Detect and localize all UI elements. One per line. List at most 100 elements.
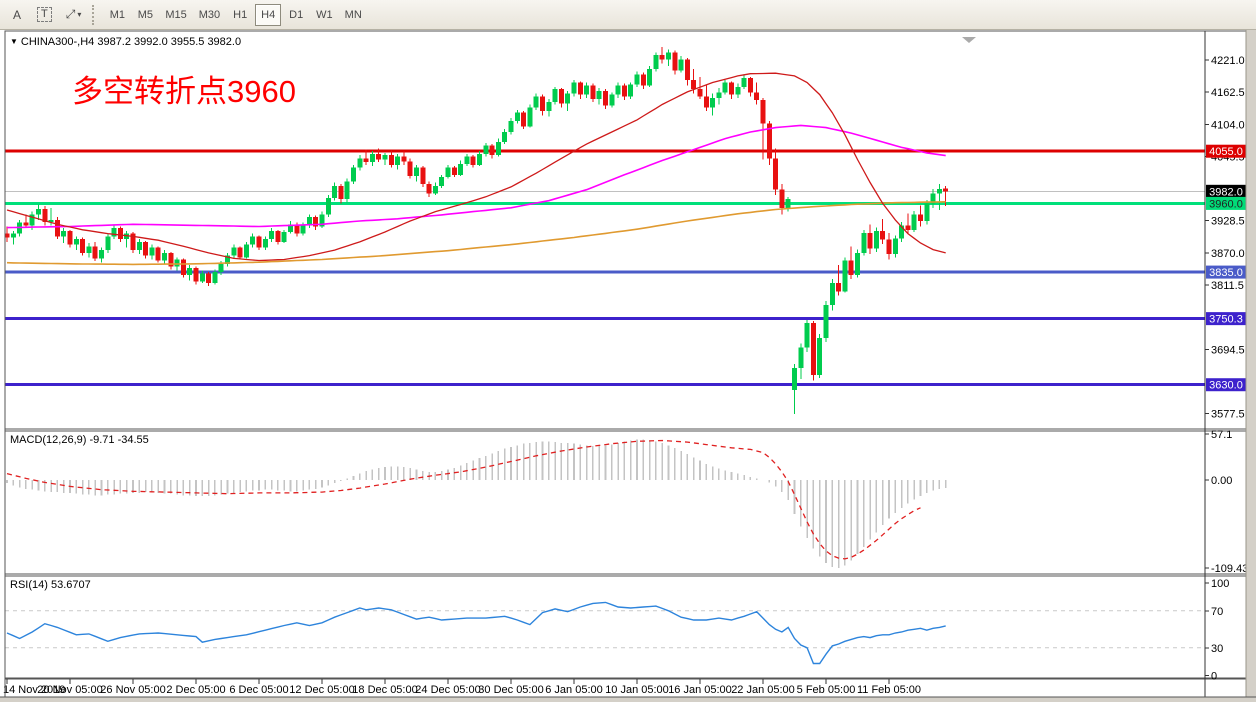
candle-up: [792, 368, 797, 391]
price-badge-label: 3960.0: [1209, 198, 1243, 210]
time-axis-label[interactable]: 30 Dec 05:00: [478, 684, 543, 696]
candle-down: [168, 252, 174, 267]
candle-up: [288, 224, 293, 232]
time-axis-label[interactable]: 2 Dec 05:00: [166, 684, 225, 696]
candle-up: [61, 230, 67, 237]
candle-up: [735, 86, 741, 95]
rsi-line: [6, 601, 946, 665]
candle-up: [99, 250, 104, 259]
candle-down: [4, 233, 10, 238]
candle-up: [136, 241, 142, 251]
candle-up: [439, 177, 445, 186]
candle-down: [451, 167, 457, 175]
candle-up: [873, 230, 879, 249]
candle-up: [225, 255, 230, 264]
candle-up: [243, 244, 249, 258]
price-badge-3960.0: [1206, 196, 1246, 210]
candle-down: [256, 236, 262, 248]
candle-down: [117, 228, 123, 240]
candle-up: [571, 82, 577, 94]
candle-up: [231, 247, 237, 256]
time-axis-label[interactable]: 6 Dec 05:00: [229, 684, 288, 696]
time-axis-label[interactable]: 22 Jan 05:00: [731, 684, 795, 696]
candle-down: [23, 222, 29, 226]
candle-down: [886, 239, 892, 254]
candle-up: [609, 94, 615, 106]
toolbar-grip: [92, 4, 99, 25]
ma-fast-line: [6, 72, 946, 262]
candle-up: [584, 85, 590, 95]
price-tick-label: 4104.0: [1211, 119, 1245, 131]
text-label-tool-button[interactable]: A: [5, 4, 29, 26]
candle-down: [92, 246, 98, 259]
price-tick-label: 3694.5: [1211, 344, 1245, 356]
candle-down: [729, 82, 734, 95]
candle-up: [10, 233, 16, 238]
candle-up: [174, 259, 180, 267]
collapse-triangle-icon[interactable]: ▼: [10, 37, 18, 46]
candle-down: [313, 217, 319, 227]
time-axis-label[interactable]: 26 Nov 05:00: [100, 684, 165, 696]
cursor-tool-button[interactable]: ⤢ ▾: [60, 4, 88, 26]
time-axis-label[interactable]: 6 Jan 05:00: [545, 684, 603, 696]
candle-up: [395, 156, 401, 165]
candle-up: [798, 347, 804, 369]
rsi-axis-label: 0: [1211, 671, 1217, 683]
timeframe-group: M1 M5 M15 M30 H1 H4 D1 W1 MN: [103, 3, 367, 26]
time-axis-label[interactable]: 10 Jan 05:00: [605, 684, 669, 696]
time-axis-label[interactable]: 14 Nov 2019: [3, 684, 65, 696]
timeframe-button-mn[interactable]: MN: [340, 4, 367, 26]
candle-up: [842, 260, 848, 292]
time-axis-label[interactable]: 11 Feb 05:00: [857, 684, 921, 696]
panel-frame-1: [4, 430, 1247, 575]
time-axis-label[interactable]: 5 Feb 05:00: [797, 684, 856, 696]
macd-axis-label: -109.43: [1211, 563, 1248, 575]
candle-down: [867, 233, 873, 249]
candle-up: [445, 167, 451, 178]
toolbar: A T ⤢ ▾ M1 M5 M15 M30 H1 H4 D1 W1 MN: [0, 0, 1256, 30]
rsi-indicator-label: RSI(14) 53.6707: [10, 579, 91, 591]
time-axis-label[interactable]: 20 Nov 05:00: [37, 684, 102, 696]
timeframe-button-h1[interactable]: H1: [227, 4, 253, 26]
candle-down: [193, 268, 199, 282]
time-axis-label[interactable]: 12 Dec 05:00: [289, 684, 354, 696]
candle-up: [332, 185, 338, 198]
timeframe-button-m15[interactable]: M15: [160, 4, 191, 26]
timeframe-button-m1[interactable]: M1: [104, 4, 130, 26]
price-badge-4055.0: [1206, 144, 1246, 158]
time-axis-label[interactable]: 16 Jan 05:00: [668, 684, 732, 696]
candle-down: [388, 155, 394, 165]
chart-title-text: CHINA300-,H4 3987.2 3992.0 3955.5 3982.0: [20, 36, 242, 48]
candle-up: [829, 283, 835, 306]
timeframe-button-m30[interactable]: M30: [194, 4, 225, 26]
candle-up: [458, 163, 464, 175]
candle-down: [766, 123, 772, 159]
text-box-tool-button[interactable]: T: [31, 4, 58, 26]
candle-down: [836, 283, 842, 292]
candle-up: [36, 208, 41, 215]
candle-up: [892, 238, 898, 254]
candle-up: [187, 268, 193, 275]
chart-shift-marker-icon[interactable]: [962, 37, 976, 43]
candle-up: [634, 74, 640, 85]
macd-signal-line: [6, 439, 921, 560]
candle-down: [376, 153, 382, 160]
candle-down: [67, 230, 73, 245]
time-axis-label[interactable]: 24 Dec 05:00: [415, 684, 480, 696]
candle-down: [130, 233, 136, 251]
chart-title: ▼ CHINA300-,H4 3987.2 3992.0 3955.5 3982.…: [10, 36, 241, 48]
candle-down: [338, 185, 344, 200]
time-axis-label[interactable]: 18 Dec 05:00: [352, 684, 417, 696]
candle-up: [382, 155, 388, 160]
timeframe-button-h4[interactable]: H4: [255, 3, 282, 26]
candle-down: [143, 241, 149, 256]
candle-down: [810, 323, 816, 375]
price-badge-label: 3835.0: [1209, 267, 1243, 279]
candle-down: [848, 260, 854, 275]
rsi-axis-label: 30: [1211, 643, 1223, 655]
timeframe-button-m5[interactable]: M5: [132, 4, 158, 26]
timeframe-button-d1[interactable]: D1: [283, 4, 309, 26]
candle-down: [905, 225, 911, 230]
timeframe-button-w1[interactable]: W1: [311, 4, 338, 26]
